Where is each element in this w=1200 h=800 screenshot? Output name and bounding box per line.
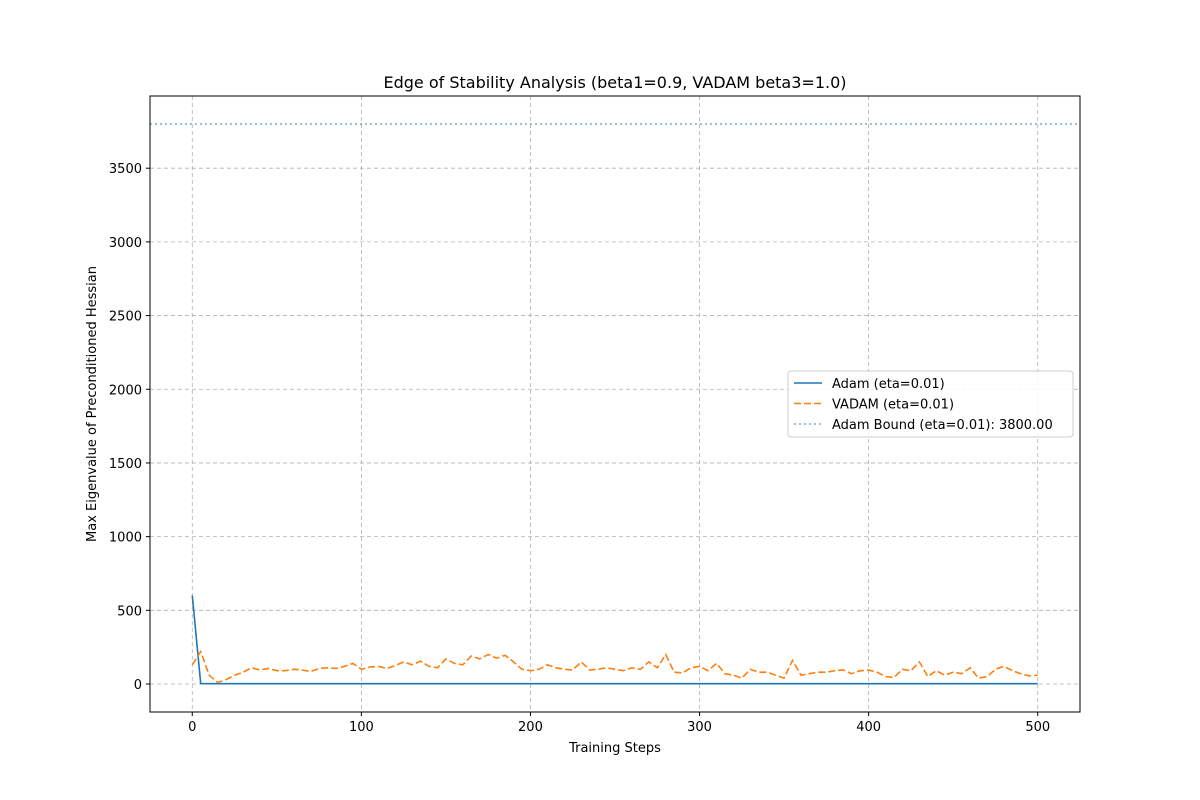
x-tick-label: 400: [856, 720, 881, 735]
plot-frame: [149, 95, 1081, 713]
series-line-1: [191, 649, 1038, 684]
x-tick-label: 500: [1025, 720, 1050, 735]
y-axis-title: Max Eigenvalue of Preconditioned Hessian: [85, 266, 100, 542]
x-ticks: 0 100 200 300 400 500: [188, 712, 1050, 735]
plot-lines: [150, 123, 1080, 685]
chart-title: Edge of Stability Analysis (beta1=0.9, V…: [383, 73, 846, 92]
legend: Adam (eta=0.01) VADAM (eta=0.01) Adam Boun…: [787, 370, 1074, 438]
y-tick-label: 2000: [109, 383, 142, 398]
y-tick-label: 3500: [109, 162, 142, 177]
legend-box: [787, 370, 1074, 438]
y-ticks: 0 500 1000 1500 2000 2500 3000 3500: [109, 162, 150, 693]
legend-label: Adam Bound (eta=0.01): 3800.00: [832, 418, 1053, 433]
y-tick-label: 1000: [109, 531, 142, 546]
y-tick-label: 2500: [109, 310, 142, 325]
x-axis-title: Training Steps: [568, 741, 661, 756]
y-tick-label: 3000: [109, 236, 142, 251]
series-line-0: [191, 595, 1038, 685]
legend-label: Adam (eta=0.01): [832, 377, 945, 392]
x-tick-label: 100: [349, 720, 374, 735]
y-tick-label: 1500: [109, 457, 142, 472]
x-tick-label: 300: [687, 720, 712, 735]
x-tick-label: 0: [188, 720, 196, 735]
x-tick-label: 200: [518, 720, 543, 735]
y-tick-label: 500: [117, 604, 142, 619]
legend-label: VADAM (eta=0.01): [832, 398, 954, 413]
y-tick-label: 0: [134, 678, 142, 693]
